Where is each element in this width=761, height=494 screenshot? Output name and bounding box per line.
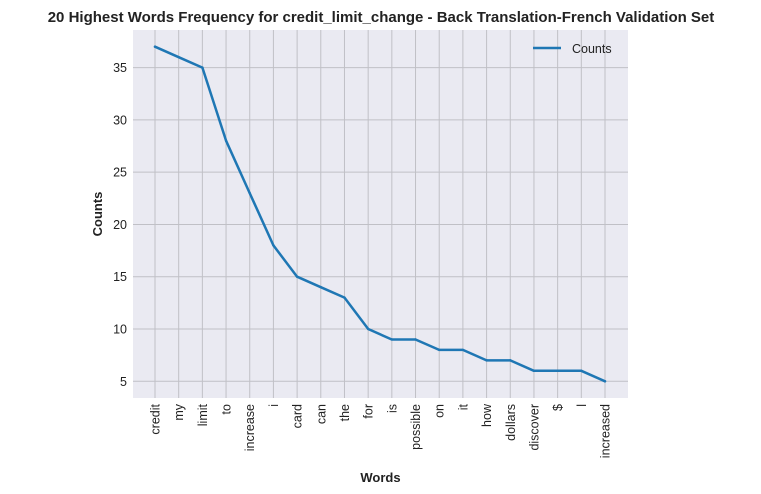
plot-area	[133, 30, 628, 398]
data-point-discover	[532, 369, 536, 373]
y-tick-label: 30	[113, 113, 127, 127]
data-point-$	[556, 369, 559, 373]
x-tick-label-19: l	[575, 404, 589, 407]
data-point-it	[461, 348, 465, 352]
x-tick-label-17: discover	[527, 404, 541, 451]
data-point-dollars	[509, 359, 512, 362]
data-point-can	[319, 285, 322, 289]
data-point-increased	[603, 380, 607, 383]
x-tick-label-12: possible	[409, 404, 423, 450]
x-tick-label-16: dollars	[504, 404, 518, 441]
data-point-limit	[201, 66, 204, 69]
y-tick-label: 20	[113, 218, 127, 232]
data-point-for	[366, 327, 370, 331]
x-tick-label-2: my	[172, 403, 186, 420]
x-tick-label-11: is	[385, 404, 399, 413]
data-point-on	[438, 348, 441, 352]
data-point-i	[272, 244, 275, 247]
x-tick-label-8: can	[314, 404, 328, 424]
y-tick-label: 10	[113, 323, 127, 337]
y-tick-label: 35	[113, 61, 127, 75]
x-axis-label: Words	[360, 470, 400, 485]
data-point-credit	[153, 45, 157, 48]
data-point-the	[343, 296, 346, 299]
x-tick-label-1: credit	[149, 403, 163, 434]
x-tick-label-6: i	[267, 404, 281, 407]
legend-label-counts: Counts	[572, 42, 612, 56]
x-tick-label-20: increased	[599, 404, 613, 458]
y-tick-label: 15	[113, 270, 127, 284]
data-point-to	[224, 139, 228, 143]
y-axis-label: Counts	[90, 192, 105, 237]
legend: Counts	[533, 42, 612, 56]
x-tick-label-9: the	[338, 404, 352, 421]
x-tick-label-3: limit	[196, 403, 210, 426]
x-tick-label-5: increase	[243, 404, 257, 451]
y-tick-label: 25	[113, 166, 127, 180]
x-tick-label-14: it	[456, 403, 470, 410]
y-tick-label: 5	[120, 375, 127, 389]
x-tick-label-7: card	[291, 404, 305, 428]
data-point-my	[177, 55, 180, 59]
data-point-l	[580, 369, 583, 373]
series-line-counts	[153, 45, 607, 383]
data-point-how	[485, 359, 488, 362]
chart-title: 20 Highest Words Frequency for credit_li…	[48, 9, 715, 26]
data-point-is	[390, 338, 394, 341]
data-point-card	[295, 275, 299, 278]
x-tick-label-18: $	[551, 404, 565, 411]
x-tick-label-10: for	[362, 404, 376, 419]
x-tick-label-15: how	[480, 403, 494, 427]
x-tick-label-13: on	[433, 404, 447, 418]
data-point-increase	[248, 191, 251, 195]
x-tick-label-4: to	[220, 404, 234, 414]
data-point-possible	[414, 338, 417, 341]
